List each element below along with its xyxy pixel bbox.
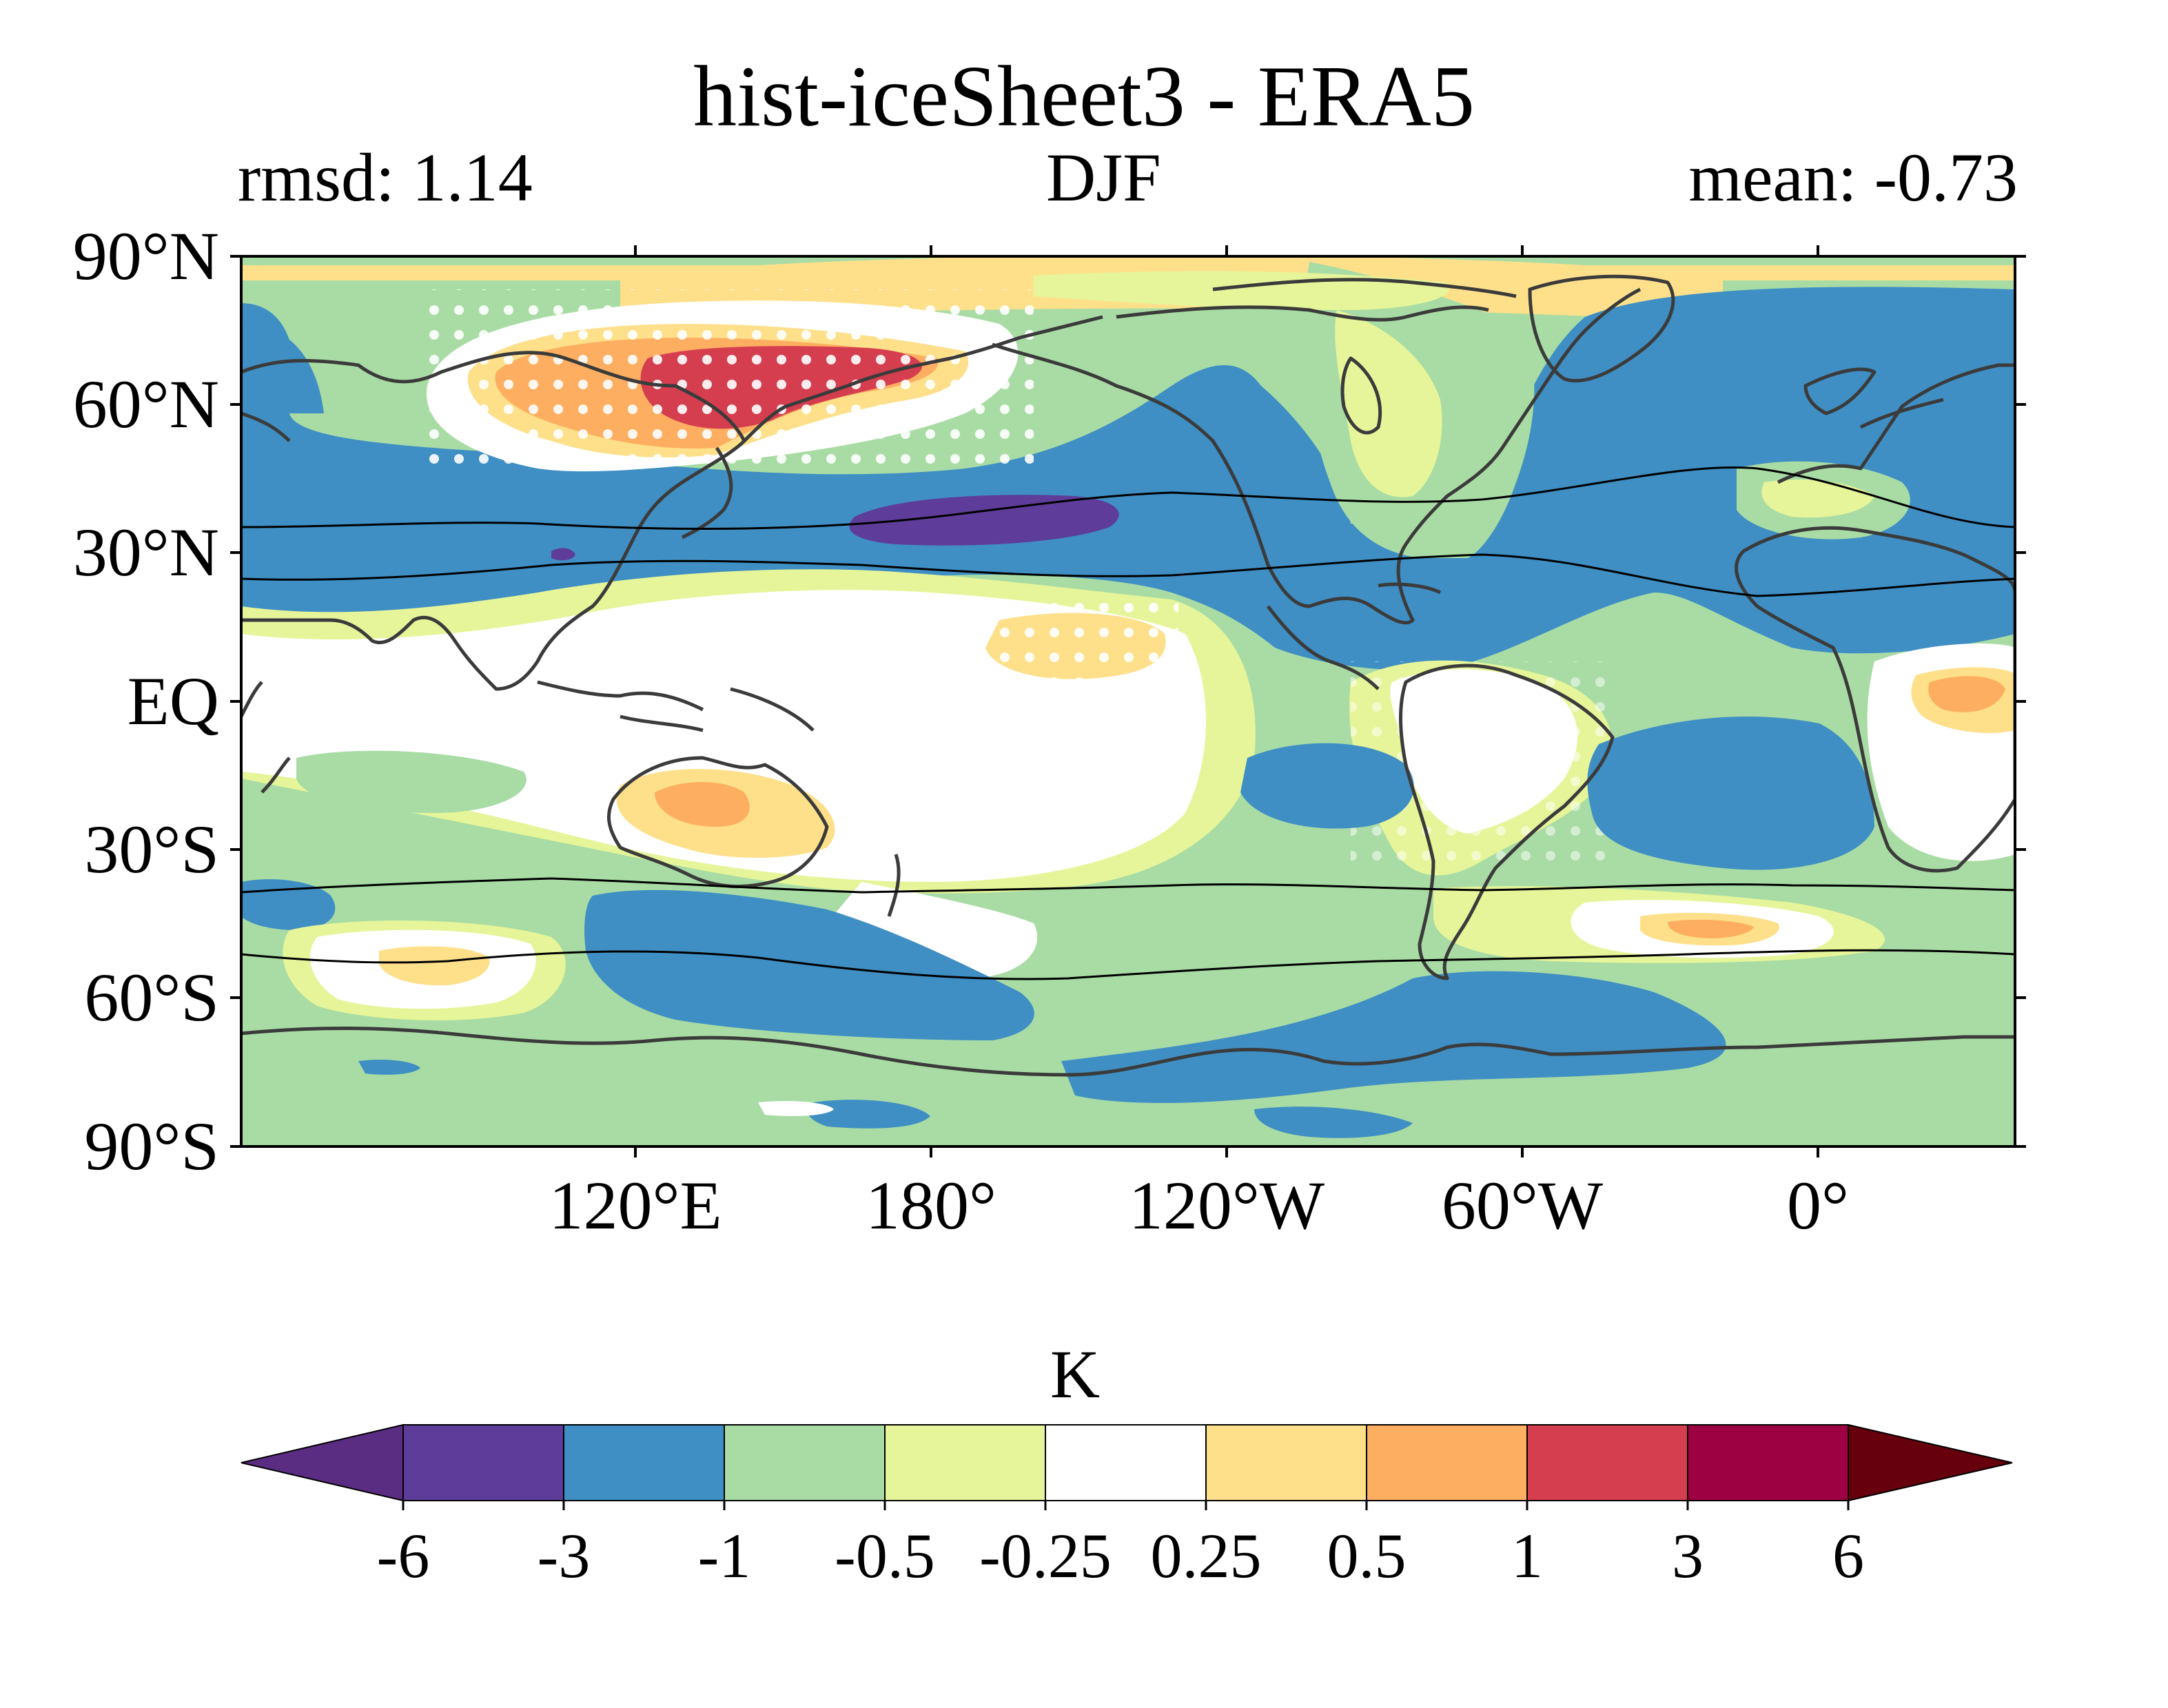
colorbar-tick-label: -0.5: [835, 1521, 935, 1591]
lon-label-0: 0°: [1787, 1167, 1849, 1244]
lat-label-90n: 90°N: [72, 218, 219, 294]
colorbar-tick-label: 0.25: [1150, 1521, 1262, 1591]
lat-label-eq: EQ: [127, 663, 219, 739]
colorbar-tick-label: 3: [1672, 1521, 1704, 1591]
colorbar-bin: [1687, 1424, 1849, 1501]
lat-label-30n: 30°N: [72, 514, 219, 590]
colorbar-bin: [884, 1424, 1046, 1501]
rmsd-label: rmsd: 1.14: [238, 139, 533, 216]
colorbar-tick-label: 1: [1511, 1521, 1543, 1591]
lat-label-60s: 60°S: [84, 959, 219, 1036]
colorbar-tick-label: 0.5: [1327, 1521, 1407, 1591]
season-label: DJF: [1046, 139, 1161, 216]
lon-label-60w: 60°W: [1441, 1167, 1604, 1244]
colorbar-extend-high: [1848, 1423, 2013, 1502]
lon-ticks: [634, 245, 1819, 1157]
lat-label-30s: 30°S: [84, 811, 219, 887]
colorbar-tick-label: 6: [1832, 1521, 1864, 1591]
colorbar-tick-label: -6: [376, 1521, 430, 1591]
colorbar-tick-label: -0.25: [979, 1521, 1112, 1591]
colorbar-bin: [1366, 1424, 1528, 1501]
contour-lines: [241, 466, 2015, 980]
colorbar: [241, 1423, 2013, 1502]
colorbar-units: K: [1050, 1336, 1101, 1412]
lon-label-120w: 120°W: [1128, 1167, 1325, 1244]
colorbar-tick-label: -1: [697, 1521, 751, 1591]
colorbar-ticks: [402, 1501, 1850, 1510]
colorbar-bin: [563, 1424, 725, 1501]
lon-label-180: 180°: [866, 1167, 996, 1244]
colorbar-bin: [724, 1424, 886, 1501]
colorbar-bin: [1205, 1424, 1367, 1501]
colorbar-bin: [1526, 1424, 1688, 1501]
coastlines: [241, 274, 2015, 1077]
colorbar-bin: [1045, 1424, 1207, 1501]
colorbar-bin: [402, 1424, 564, 1501]
colorbar-tick-label: -3: [537, 1521, 591, 1591]
lat-ticks: [230, 255, 2026, 1148]
mean-label: mean: -0.73: [1688, 139, 2018, 216]
lat-label-90s: 90°S: [84, 1108, 219, 1184]
lat-label-60n: 60°N: [72, 366, 219, 442]
map-title: hist-iceSheet3 - ERA5: [693, 49, 1475, 145]
lon-label-120e: 120°E: [549, 1167, 722, 1244]
map-field: [241, 256, 2015, 1146]
colorbar-extend-low: [241, 1423, 404, 1502]
